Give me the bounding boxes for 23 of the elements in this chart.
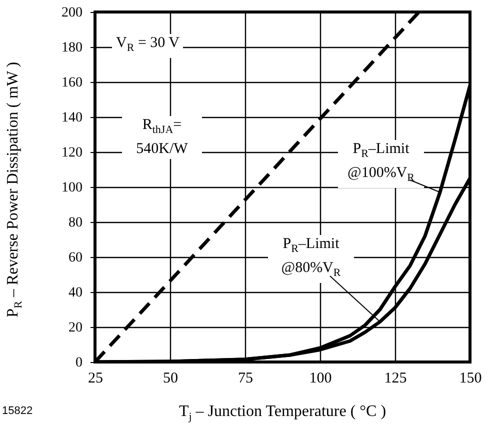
y-tick-label: 60 [68,250,82,266]
annotation: P$_{R}$–Limit @80%V$_{R}$ [268,235,354,283]
x-tick-label: 50 [163,370,178,386]
x-axis-title: T$_{j}$ – Junction Temperature ( °C ) [178,402,388,426]
annotation: R$_{thJA}$= 540K/W [122,116,202,159]
x-tick-label: 100 [309,370,332,386]
y-tick-label: 140 [62,110,82,126]
y-tick-label: 40 [68,286,82,300]
y-tick-label: 200 [62,6,82,20]
x-tick-label: 150 [459,370,482,386]
y-tick-label: 120 [62,146,82,160]
annotation: P$_{R}$–Limit @100%V$_{R}$ [338,140,424,188]
y-tick-label: 0 [76,356,82,370]
x-tick-label: 25 [88,370,103,386]
x-tick-label: 125 [384,370,407,386]
y-tick-label: 160 [62,76,82,90]
y-tick-label: 180 [62,40,82,56]
y-tick-label: 100 [62,180,82,196]
y-tick-label: 20 [68,320,82,336]
x-tick-label: 75 [238,370,253,386]
text: 15822 [2,404,33,419]
y-tick-label: 80 [68,216,82,230]
annotation: V$_{R}$ = 30 V [112,34,184,58]
